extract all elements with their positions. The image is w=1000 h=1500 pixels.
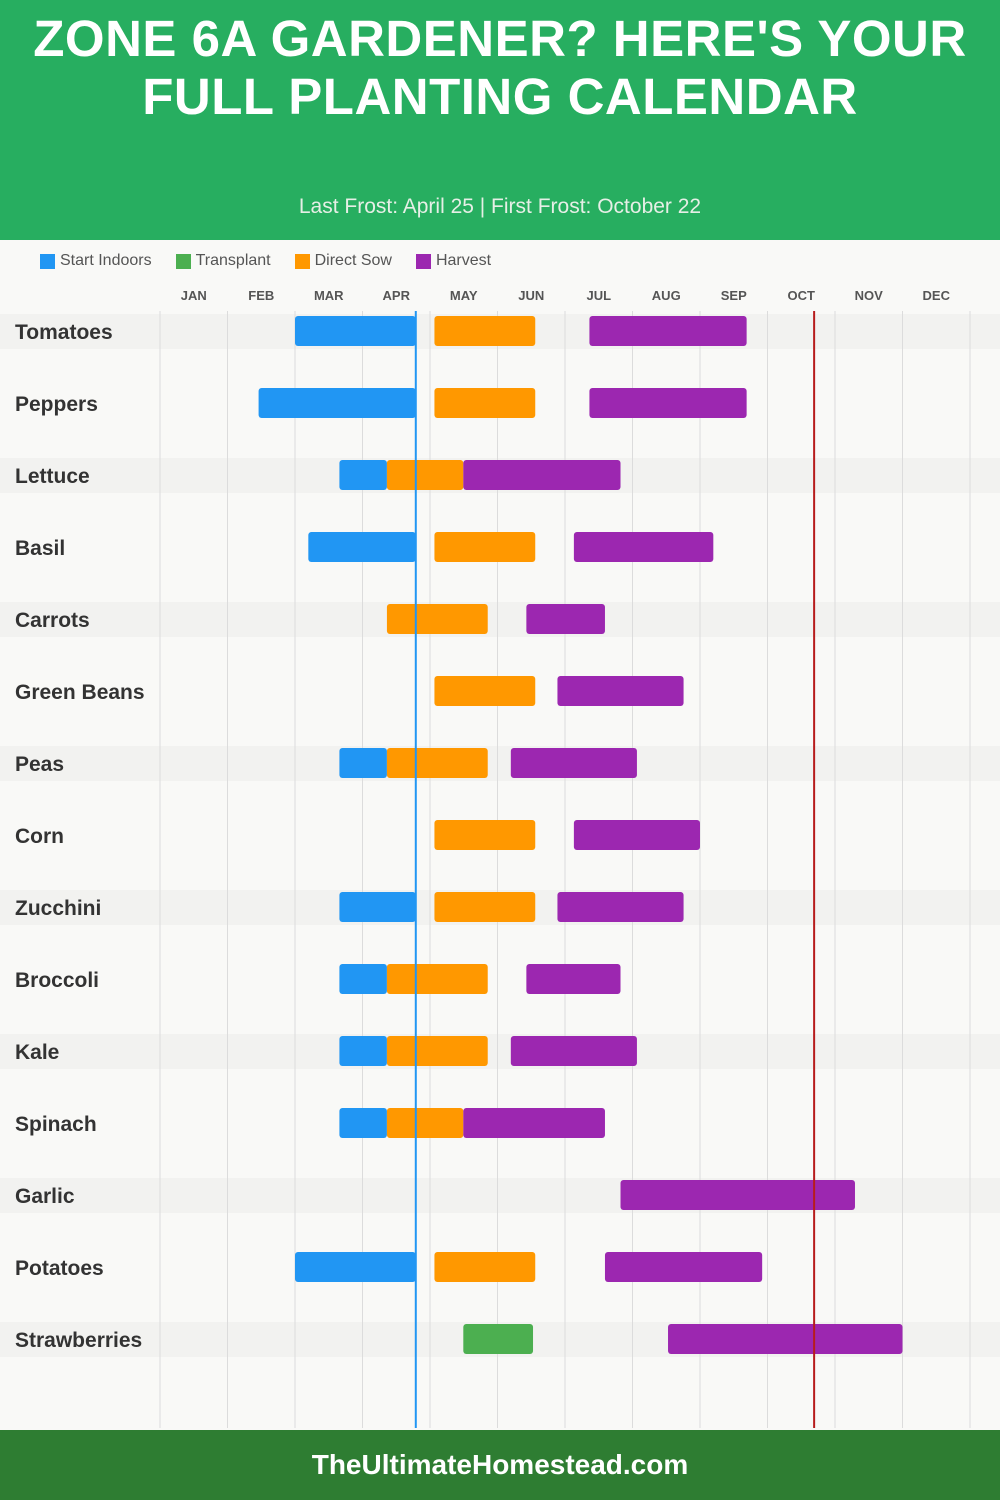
bar-sow	[386, 1036, 488, 1066]
bar-sow	[434, 532, 536, 562]
crop-label: Potatoes	[15, 1257, 104, 1280]
crop-label: Corn	[15, 825, 64, 848]
frost-dates-subtitle: Last Frost: April 25 | First Frost: Octo…	[298, 195, 702, 218]
crop-label: Broccoli	[15, 969, 99, 992]
bar-indoor	[308, 532, 416, 562]
bar-transplant	[463, 1324, 534, 1354]
month-label: MAR	[314, 288, 344, 303]
planting-calendar-chart: JAN FEB MAR APR MAY JUN JUL AUG SEP OCT NOV DEC Toma…	[0, 288, 1000, 1428]
month-label: JUN	[518, 288, 544, 303]
bar-harvest	[526, 964, 621, 994]
bar-harvest	[604, 1252, 763, 1282]
bar-indoor	[295, 316, 416, 346]
legend-item-direct-sow: Direct Sow	[294, 252, 392, 270]
row-band	[0, 1034, 1000, 1069]
bar-harvest	[557, 676, 684, 706]
bar-indoor	[295, 1252, 416, 1282]
legend-swatch	[175, 253, 191, 269]
month-label: AUG	[652, 288, 681, 303]
legend-item-harvest: Harvest	[415, 252, 492, 270]
bar-sow	[434, 1252, 536, 1282]
bar-sow	[386, 964, 488, 994]
legend-swatch	[294, 253, 310, 269]
header-banner: ZONE 6A GARDENER? HERE'S YOUR FULL PLANT…	[0, 0, 1000, 240]
crop-label: Peas	[15, 753, 64, 776]
bar-harvest	[510, 748, 637, 778]
month-label: JAN	[181, 288, 207, 303]
bar-indoor	[258, 388, 416, 418]
legend-swatch	[415, 253, 431, 269]
legend-swatch	[40, 253, 55, 269]
bar-indoor	[339, 1036, 387, 1066]
legend-item-start-indoors: Start Indoors	[40, 252, 152, 270]
bar-sow	[386, 1108, 464, 1138]
bar-harvest	[573, 532, 714, 562]
bar-sow	[386, 604, 488, 634]
bar-harvest	[463, 460, 621, 490]
bar-sow	[434, 820, 536, 850]
bar-indoor	[339, 892, 416, 922]
month-label: MAY	[450, 288, 478, 303]
bar-sow	[434, 676, 536, 706]
legend: Start Indoors Transplant Direct Sow Harv…	[40, 252, 491, 270]
bar-sow	[434, 388, 536, 418]
bar-indoor	[339, 964, 387, 994]
legend-label: Start Indoors	[60, 252, 152, 269]
month-label: NOV	[855, 288, 884, 303]
legend-label: Harvest	[435, 252, 492, 269]
crop-label: Zucchini	[15, 897, 101, 920]
crop-label: Lettuce	[15, 465, 90, 488]
bar-sow	[386, 748, 488, 778]
bar-harvest	[620, 1180, 855, 1210]
bar-harvest	[668, 1324, 903, 1354]
legend-label: Direct Sow	[314, 252, 392, 269]
bar-harvest	[510, 1036, 637, 1066]
crop-label: Peppers	[15, 393, 98, 416]
page-title: ZONE 6A GARDENER? HERE'S YOUR FULL PLANT…	[33, 10, 967, 125]
month-label: APR	[383, 288, 411, 303]
crop-label: Tomatoes	[15, 321, 113, 344]
month-label: JUL	[586, 288, 611, 303]
month-label: SEP	[721, 288, 747, 303]
crop-label: Basil	[15, 537, 65, 560]
bar-indoor	[339, 460, 387, 490]
crop-label: Carrots	[15, 609, 90, 632]
bar-sow	[434, 892, 536, 922]
bar-indoor	[339, 1108, 387, 1138]
bar-sow	[434, 316, 536, 346]
bar-harvest	[463, 1108, 605, 1138]
month-label: OCT	[788, 288, 816, 303]
row-band	[0, 602, 1000, 637]
crop-label: Spinach	[15, 1113, 97, 1136]
crop-label: Green Beans	[15, 681, 145, 704]
bar-harvest	[589, 388, 747, 418]
bar-indoor	[339, 748, 387, 778]
month-label: DEC	[923, 288, 951, 303]
bar-harvest	[526, 604, 605, 634]
bar-sow	[386, 460, 464, 490]
crop-label: Garlic	[15, 1185, 75, 1208]
bar-harvest	[557, 892, 684, 922]
footer-website: TheUltimateHomestead.com	[0, 1430, 1000, 1500]
bar-harvest	[589, 316, 747, 346]
crop-label: Strawberries	[15, 1329, 142, 1352]
crop-label: Kale	[15, 1041, 59, 1064]
month-label: FEB	[248, 288, 274, 303]
row-band	[0, 746, 1000, 781]
legend-label: Transplant	[195, 252, 271, 269]
legend-item-transplant: Transplant	[175, 252, 271, 270]
bar-harvest	[573, 820, 700, 850]
